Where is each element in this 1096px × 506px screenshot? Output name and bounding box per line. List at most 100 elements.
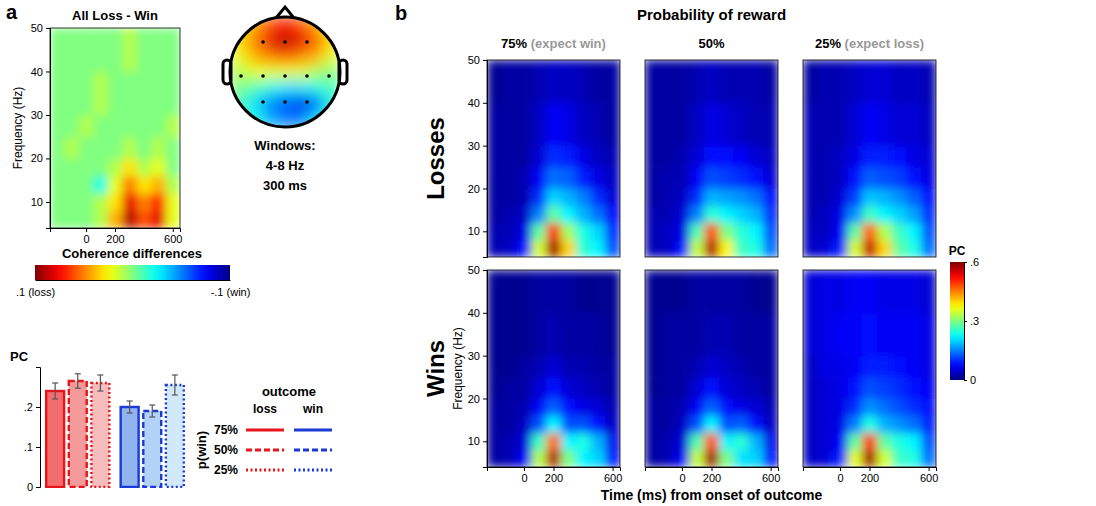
heatmap-cell: [689, 188, 704, 206]
heatmap-cell: [531, 188, 546, 206]
heatmap-cell: [763, 223, 778, 241]
column-note: (expect loss): [841, 36, 924, 51]
heatmap-cell: [108, 28, 123, 72]
error-bar-line: [174, 375, 175, 395]
column-label: 25%: [815, 36, 841, 51]
heatmap-cell: [719, 356, 734, 378]
heatmap-cell: [921, 103, 936, 146]
heatmap-cell: [818, 450, 833, 467]
error-bar: [172, 375, 178, 395]
heatmap-cell: [79, 137, 94, 159]
heatmap-cell: [734, 223, 749, 241]
topomap-cell: [246, 64, 262, 80]
heatmap-cell: [590, 103, 605, 146]
heatmap-cell: [166, 158, 180, 176]
panel-title: All Loss - Win: [72, 8, 158, 23]
heatmap-cell: [64, 176, 79, 194]
heatmap-cell: [892, 146, 907, 168]
heatmap-cell: [645, 60, 660, 103]
heatmap-cell: [546, 240, 561, 257]
y-axis-tick-mark: [36, 447, 40, 448]
heatmap-cell: [502, 377, 517, 399]
heatmap-cell: [675, 223, 690, 241]
heatmap-cell: [590, 206, 605, 224]
heatmap-cell: [892, 433, 907, 451]
heatmap-cell: [689, 146, 704, 168]
y-axis-tick: 20: [31, 152, 50, 164]
y-axis-tick-mark: [36, 487, 40, 488]
heatmap-cell: [50, 193, 65, 211]
heatmap-cell: [50, 211, 65, 228]
heatmap-cell: [561, 240, 576, 257]
heatmap-cell: [151, 71, 166, 115]
heatmap-cell: [877, 433, 892, 451]
heatmap-panel: 02006001020304050: [31, 22, 183, 245]
heatmap-cell: [906, 60, 921, 103]
heatmap-cell: [847, 206, 862, 224]
heatmap-cell: [675, 398, 690, 416]
y-axis-tick: 30: [31, 109, 50, 121]
heatmap-cell: [645, 223, 660, 241]
heatmap-cell: [590, 356, 605, 378]
heatmap-cell: [877, 240, 892, 257]
heatmap-cell: [502, 313, 517, 356]
heatmap-cell: [877, 60, 892, 103]
heatmap-cell: [660, 433, 675, 451]
heatmap-cell: [847, 377, 862, 399]
x-axis-tick-label: 0: [679, 472, 685, 484]
heatmap-cell: [576, 377, 591, 399]
heatmap-cell: [576, 167, 591, 189]
heatmap-cell: [590, 433, 605, 451]
colorbar-axis-tick: .3: [964, 315, 979, 327]
y-axis-tick: 40: [31, 65, 50, 77]
heatmap-cell: [108, 211, 123, 228]
heatmap-cell: [833, 398, 848, 416]
heatmap-cell: [79, 211, 94, 228]
heatmap-plot: [487, 60, 620, 257]
heatmap-cell: [79, 71, 94, 115]
heatmap-cell: [748, 223, 763, 241]
heatmap-cell: [862, 206, 877, 224]
electrode: [327, 74, 331, 78]
heatmap-cell: [734, 60, 749, 103]
heatmap-cell: [531, 240, 546, 257]
y-axis-line: [483, 271, 488, 468]
heatmap-cell: [64, 158, 79, 176]
y-axis-line: [483, 61, 488, 258]
y-axis-tick-label: 30: [31, 109, 43, 121]
heatmap-cell: [108, 115, 123, 137]
heatmap-cell: [906, 377, 921, 399]
heatmap-cell: [719, 450, 734, 467]
x-axis-tick-mark: [173, 228, 174, 232]
heatmap-cell: [763, 240, 778, 257]
heatmap-cell: [660, 206, 675, 224]
heatmap-cell: [50, 71, 65, 115]
heatmap-cell: [645, 398, 660, 416]
electrode: [283, 40, 287, 44]
heatmap-cell: [531, 60, 546, 103]
heatmap-cell: [645, 450, 660, 467]
heatmap-cell: [531, 433, 546, 451]
heatmap-cell: [502, 240, 517, 257]
heatmap-cell: [892, 167, 907, 189]
y-axis: 1020304050: [468, 54, 488, 257]
y-axis-tick-mark: [46, 28, 50, 29]
heatmap-cell: [818, 206, 833, 224]
legend-label: loss: [253, 402, 277, 416]
topomap-cell: [277, 80, 293, 96]
heatmap-cell: [605, 356, 620, 378]
topomap-cell: [324, 111, 340, 127]
heatmap-cell: [892, 377, 907, 399]
x-axis-line: [51, 229, 181, 233]
heatmap-cell: [561, 356, 576, 378]
heatmap-cell: [704, 240, 719, 257]
heatmap-cell: [166, 115, 180, 137]
heatmap-cell: [660, 146, 675, 168]
x-axis-title: Time (ms) from onset of outcome: [601, 487, 823, 503]
y-axis-tick-label: 0: [27, 481, 33, 493]
heatmap-cell: [502, 398, 517, 416]
heatmap-cell: [576, 313, 591, 356]
heatmap-cell: [605, 167, 620, 189]
plot-frame: [803, 270, 936, 467]
heatmap-cell: [487, 450, 502, 467]
